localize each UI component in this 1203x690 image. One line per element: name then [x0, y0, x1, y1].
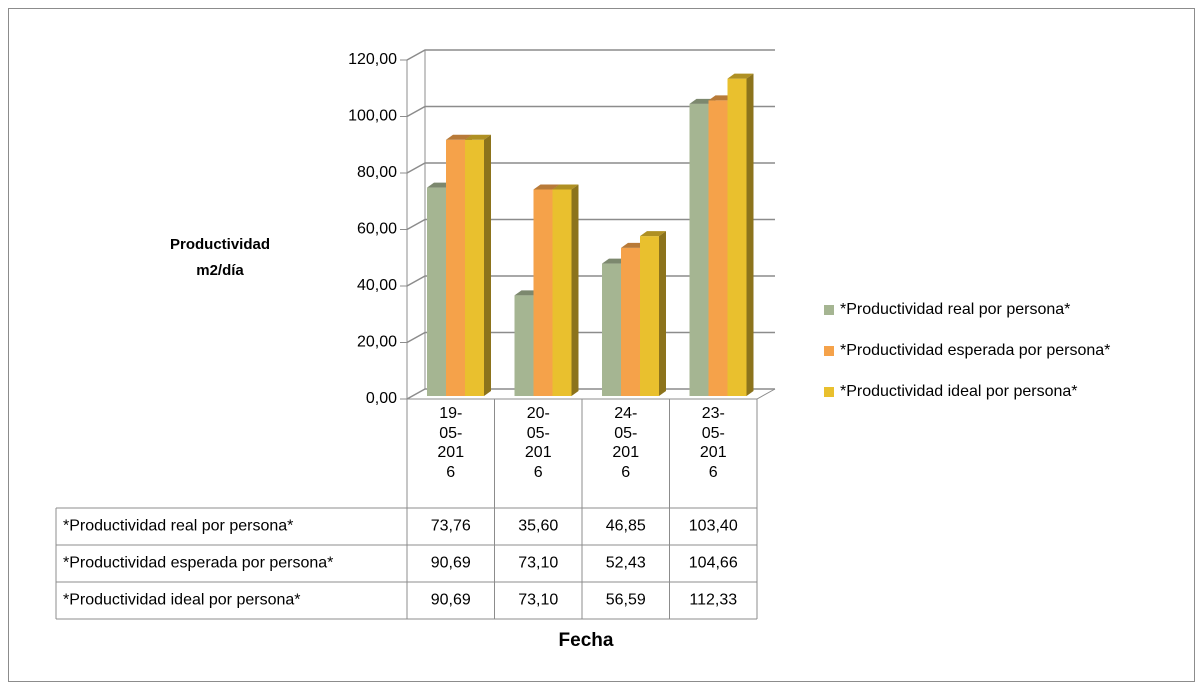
x-tick-label: 24-05-2016 — [612, 405, 640, 481]
bar-side — [571, 184, 579, 396]
bar — [427, 187, 446, 396]
bar — [689, 103, 709, 397]
legend-swatch — [824, 387, 834, 397]
bar-side — [484, 134, 491, 396]
table-cell: 90,69 — [431, 592, 471, 609]
y-tick-label: 0,00 — [366, 390, 397, 407]
table-cell: 73,10 — [518, 592, 558, 609]
table-cell: 90,69 — [431, 555, 471, 572]
grid-line — [406, 105, 775, 118]
y-tick-label: 100,00 — [348, 108, 397, 125]
x-tick-label: 20-05-2016 — [524, 405, 552, 481]
legend-swatch — [824, 305, 834, 315]
bar — [465, 139, 484, 396]
bar-top — [533, 184, 560, 190]
chart-border — [8, 8, 1195, 682]
legend-swatch — [824, 346, 834, 356]
bar — [446, 139, 465, 396]
bar-top — [465, 134, 491, 140]
y-axis-title: Productividad m2/día — [169, 236, 270, 279]
table-cell: 112,33 — [689, 592, 737, 609]
y-tick-label: 60,00 — [357, 221, 397, 238]
table-cell: 56,59 — [606, 592, 646, 609]
bar-top — [640, 231, 666, 237]
legend-label: *Productividad real por persona* — [840, 301, 1070, 318]
bar — [514, 295, 534, 396]
table-cell: 73,10 — [518, 555, 558, 572]
table-cell: 35,60 — [518, 518, 558, 535]
x-tick-label: 19-05-2016 — [437, 405, 465, 481]
y-tick-label: 20,00 — [357, 334, 397, 351]
bar-top — [446, 134, 472, 140]
bar — [602, 263, 621, 396]
table-cell: 52,43 — [606, 555, 646, 572]
table-cell: 46,85 — [606, 518, 646, 535]
x-axis-title: Fecha — [558, 630, 614, 651]
bar — [727, 78, 747, 396]
bar — [621, 247, 640, 396]
x-tick-label: 23-05-2016 — [699, 405, 727, 481]
table-row-label: *Productividad esperada por persona* — [63, 555, 333, 572]
table-cell: 104,66 — [689, 555, 738, 572]
bar-side — [746, 73, 754, 396]
table-row-label: *Productividad real por persona* — [63, 518, 293, 535]
grid-line — [406, 49, 775, 61]
table-cell: 103,40 — [689, 518, 738, 535]
grid-line — [406, 162, 775, 174]
bar-top — [727, 73, 754, 79]
bar — [533, 189, 553, 396]
bar — [552, 189, 572, 396]
bar — [640, 236, 659, 396]
bar — [708, 100, 728, 396]
table-cell: 73,76 — [431, 518, 471, 535]
y-tick-label: 40,00 — [357, 277, 397, 294]
legend-label: *Productividad esperada por persona* — [840, 342, 1110, 359]
legend-label: *Productividad ideal por persona* — [840, 383, 1077, 400]
table-row-label: *Productividad ideal por persona* — [63, 592, 300, 609]
y-tick-label: 120,00 — [348, 51, 397, 68]
grid-line — [406, 218, 775, 231]
bar-side — [659, 231, 666, 396]
y-tick-label: 80,00 — [357, 164, 397, 181]
bar-top — [552, 184, 579, 190]
